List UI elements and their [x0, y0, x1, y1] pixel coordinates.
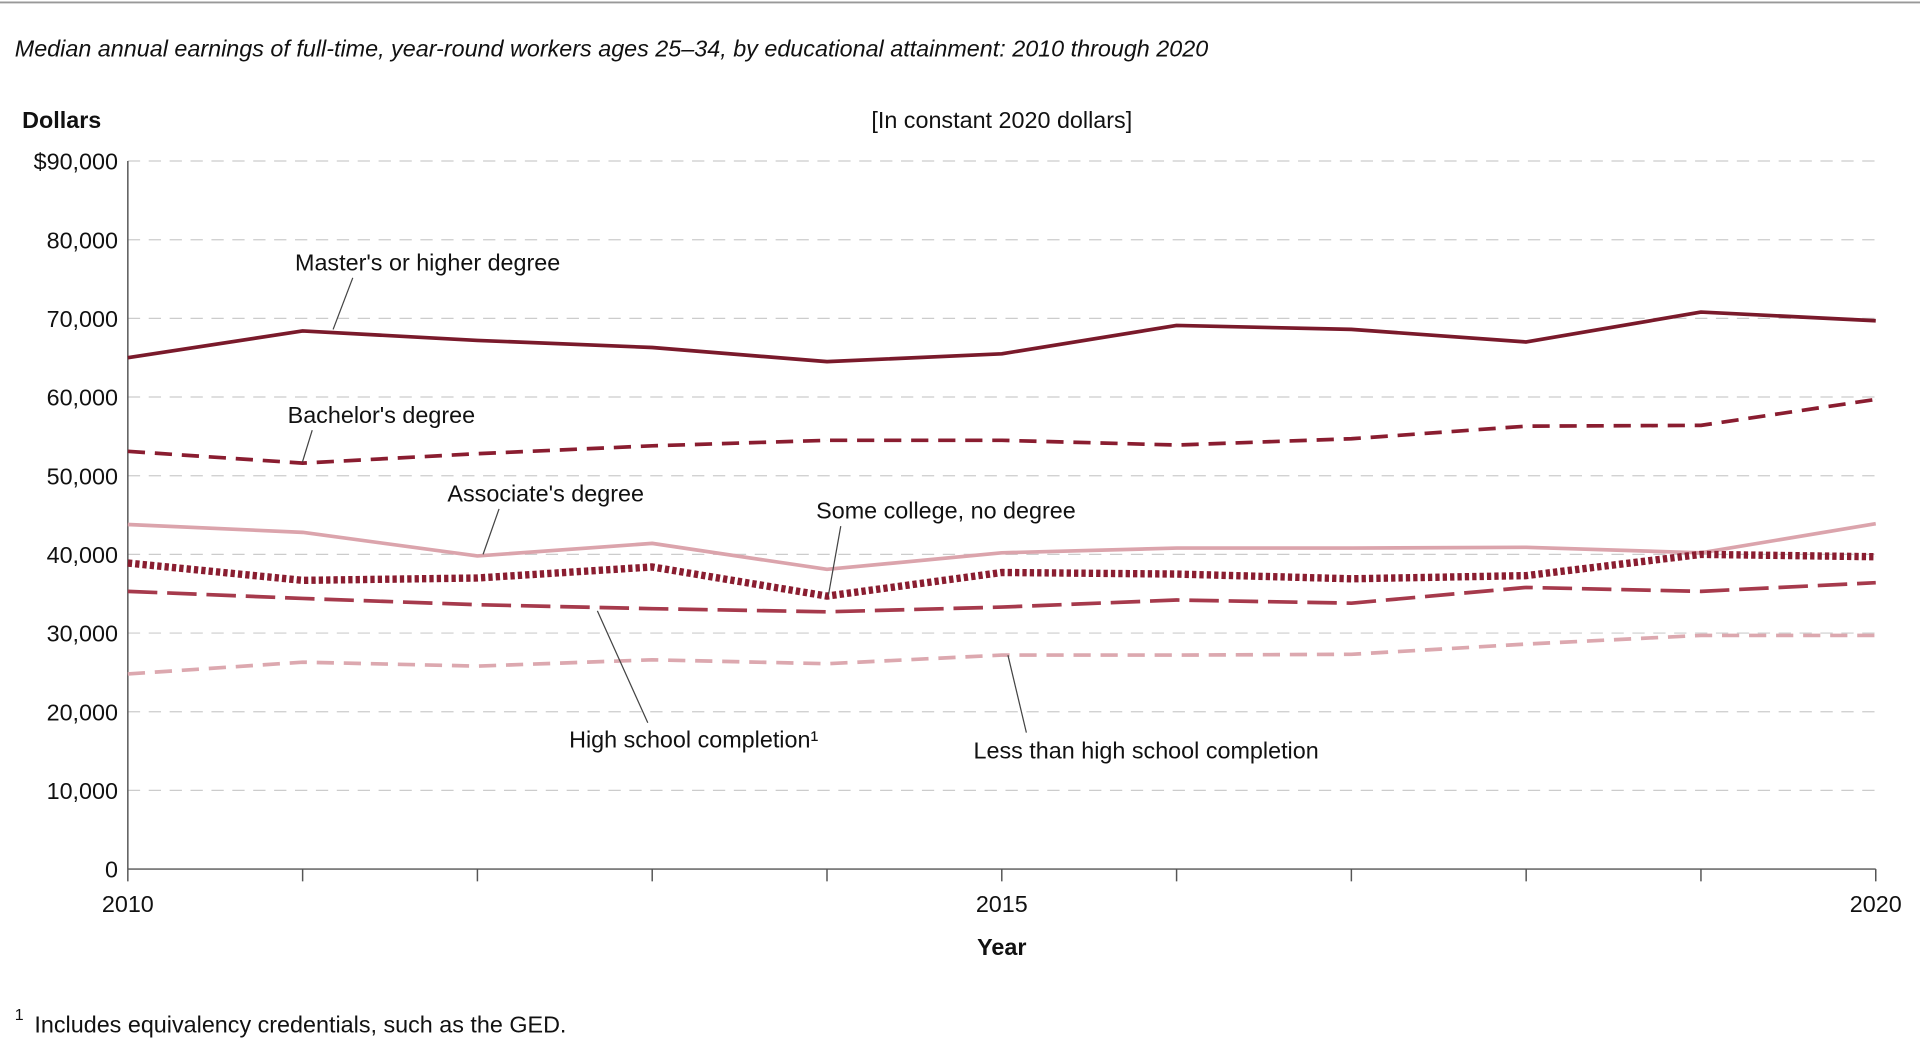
- y-tick-label: 10,000: [47, 778, 118, 804]
- label-masters: Master's or higher degree: [295, 249, 560, 275]
- series-line-high-school-completion: [127, 580, 1876, 614]
- y-axis-label: Dollars: [22, 107, 101, 133]
- footnote-mark: 1: [15, 1007, 24, 1024]
- series-line-some-college-no-degree: [127, 550, 1876, 600]
- series-line-less-than-high-school-completion: [127, 633, 1876, 676]
- y-tick-label: 50,000: [47, 463, 118, 489]
- series-line-master-s-or-higher-degree: [127, 310, 1876, 364]
- y-tick-label: 70,000: [47, 306, 118, 332]
- footnote: Includes equivalency credentials, such a…: [34, 1012, 566, 1038]
- x-axis-label: Year: [977, 934, 1026, 960]
- y-tick-label: 20,000: [47, 699, 118, 725]
- leader-lines: [301, 277, 1027, 733]
- y-tick-label: 60,000: [47, 385, 118, 411]
- y-tick-label: 40,000: [47, 542, 118, 568]
- x-tick-label: 2015: [976, 891, 1028, 917]
- label-less-than-hs: Less than high school completion: [974, 737, 1319, 763]
- y-axis-ticks: 0 10,000 20,000 30,000 40,000 50,000 60,000 70,…: [34, 149, 118, 883]
- series-lines: [127, 310, 1877, 676]
- y-tick-label: 30,000: [47, 621, 118, 647]
- y-tick-label: $90,000: [34, 149, 118, 175]
- label-high-school: High school completion¹: [569, 726, 818, 752]
- x-axis-ticks: 2010 2015 2020: [102, 869, 1902, 917]
- x-tick-label: 2020: [1850, 891, 1902, 917]
- label-bachelors: Bachelor's degree: [288, 402, 475, 428]
- chart-title: Median annual earnings of full-time, yea…: [15, 36, 1208, 62]
- chart-subtitle: [In constant 2020 dollars]: [871, 107, 1132, 133]
- y-tick-label: 0: [105, 857, 118, 883]
- label-some-college: Some college, no degree: [816, 498, 1076, 524]
- y-tick-label: 80,000: [47, 227, 118, 253]
- label-associates: Associate's degree: [447, 481, 644, 507]
- x-tick-label: 2010: [102, 891, 154, 917]
